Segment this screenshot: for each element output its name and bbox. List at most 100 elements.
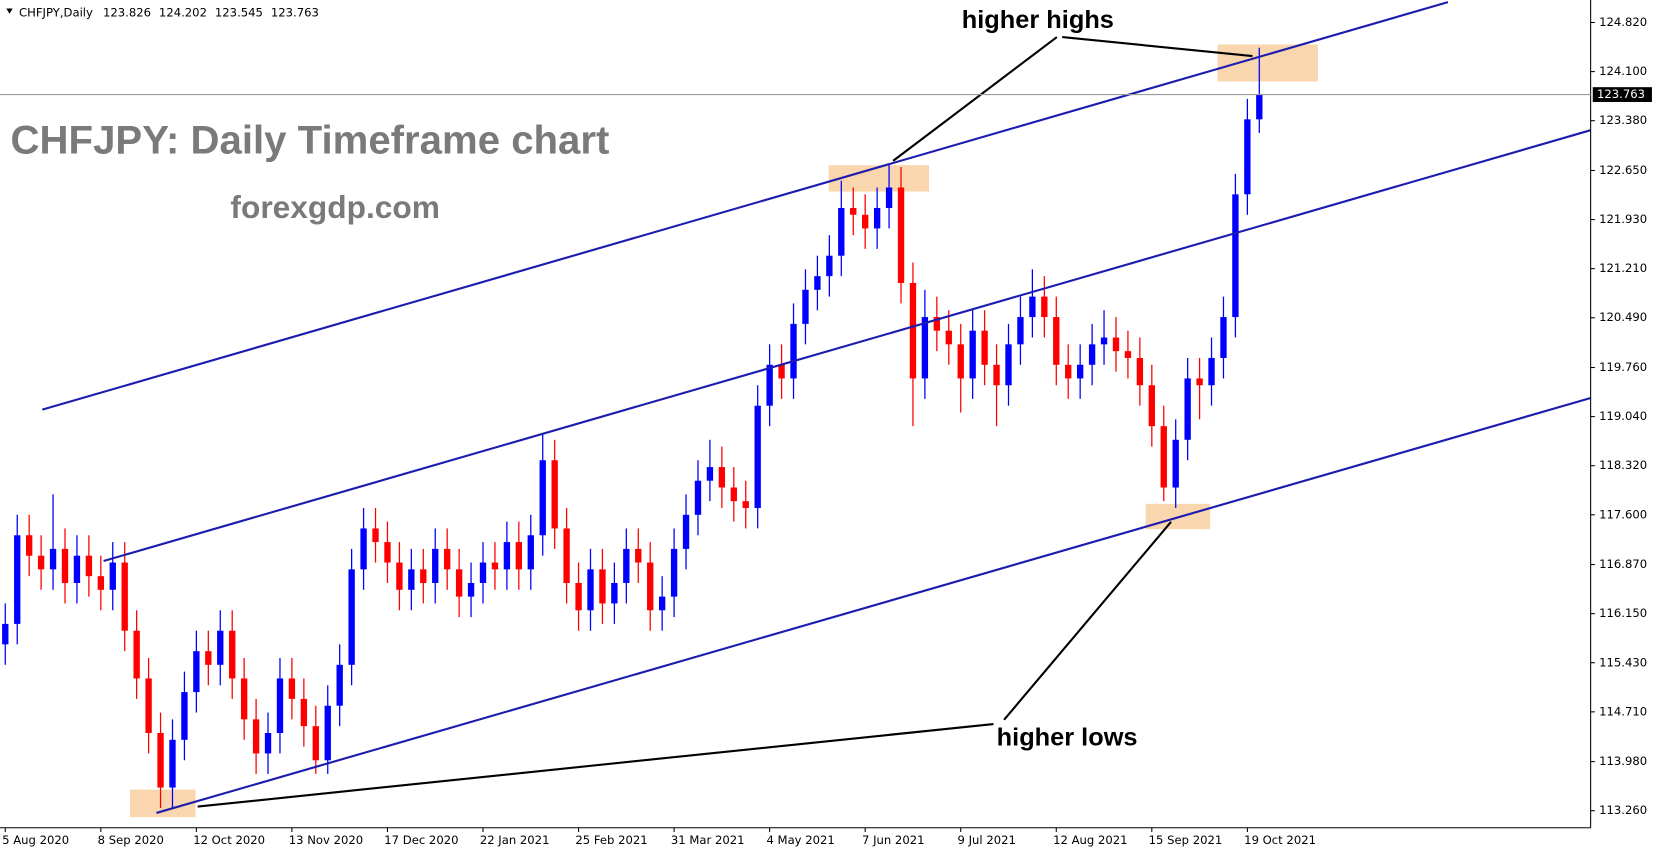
candle-body — [647, 562, 654, 611]
menu-arrow — [6, 8, 13, 14]
x-tick-label: 9 Jul 2021 — [958, 833, 1016, 847]
candle-body — [444, 548, 451, 570]
candle-body — [25, 535, 33, 556]
x-tick-label: 4 May 2021 — [766, 833, 834, 847]
candle-body — [217, 630, 224, 665]
y-tick-label: 123.380 — [1599, 113, 1647, 127]
x-tick-label: 8 Sep 2020 — [98, 833, 164, 847]
candle-body — [682, 514, 690, 549]
candle-body — [109, 562, 116, 590]
x-tick-label: 7 Jun 2021 — [862, 833, 924, 847]
candle-body — [97, 576, 104, 590]
candle-body — [300, 698, 308, 727]
high: 124.202 — [159, 5, 207, 19]
channel-line — [41, 1, 1449, 411]
x-tick-label: 12 Oct 2020 — [193, 833, 265, 847]
highlight-box — [828, 165, 930, 192]
candle-body — [73, 555, 81, 583]
candle-body — [467, 582, 475, 597]
candle-body — [1256, 94, 1263, 120]
pointer-line — [1062, 35, 1253, 58]
candle-body — [181, 692, 188, 740]
pointer-line — [1003, 521, 1172, 721]
candle-body — [37, 555, 45, 570]
y-tick-label: 119.760 — [1599, 360, 1647, 374]
candle-body — [527, 535, 534, 570]
candle-body — [1244, 119, 1251, 195]
candle-body — [1124, 351, 1132, 358]
channel-line — [103, 129, 1591, 563]
candle-body — [1005, 344, 1012, 386]
candle-body — [1220, 317, 1227, 358]
symbol: CHFJPY,Daily — [19, 5, 93, 19]
candle-body — [1160, 426, 1167, 488]
candle-body — [706, 467, 714, 481]
highlight-box — [1217, 44, 1318, 82]
candle-body — [1208, 357, 1215, 386]
candle-body — [850, 207, 857, 215]
candle-body — [1088, 344, 1096, 365]
x-tick-label: 12 Aug 2021 — [1053, 833, 1127, 847]
candle-body — [348, 569, 355, 665]
y-tick-label: 119.040 — [1599, 409, 1647, 423]
y-tick-label: 121.930 — [1599, 212, 1647, 226]
header: CHFJPY,Daily 123.826 124.202 123.545 123… — [19, 5, 319, 19]
candle-body — [635, 548, 642, 563]
candle-body — [754, 405, 761, 508]
candle-body — [1100, 337, 1108, 345]
candle-body — [432, 548, 439, 583]
x-tick-label: 17 Dec 2020 — [384, 833, 458, 847]
candle-body — [826, 255, 833, 277]
candle-body — [897, 187, 905, 283]
candle-body — [1196, 378, 1203, 386]
channel-line — [156, 396, 1591, 814]
x-tick-label: 13 Nov 2020 — [289, 833, 363, 847]
candle-body — [2, 623, 9, 645]
candle-body — [240, 678, 248, 720]
candle-body — [420, 569, 427, 583]
x-tick-label: 5 Aug 2020 — [2, 833, 69, 847]
open: 123.826 — [103, 5, 151, 19]
y-tick-label: 113.980 — [1599, 754, 1647, 768]
y-tick-label: 121.210 — [1599, 261, 1647, 275]
y-tick-label: 124.820 — [1599, 15, 1647, 29]
candle-body — [587, 569, 594, 611]
candle-body — [491, 562, 499, 570]
candle-body — [276, 678, 284, 733]
candle-body — [623, 548, 630, 583]
pointer-line — [892, 36, 1058, 162]
candle-body — [599, 569, 606, 604]
candle-body — [742, 501, 749, 508]
x-tick-label: 19 Oct 2021 — [1244, 833, 1316, 847]
y-tick-label: 116.150 — [1599, 606, 1647, 620]
candle-body — [933, 317, 941, 331]
candle-body — [312, 726, 319, 761]
y-tick-label: 115.430 — [1599, 655, 1647, 669]
candle-body — [611, 582, 618, 604]
x-tick-label: 25 Feb 2021 — [575, 833, 647, 847]
candle-body — [838, 207, 845, 256]
candle-body — [479, 562, 487, 583]
candle-body — [503, 542, 511, 570]
candle-body — [1076, 364, 1084, 379]
candle-body — [1053, 317, 1060, 365]
candle-body — [551, 460, 558, 529]
candle-body — [766, 364, 773, 406]
candle-body — [14, 535, 21, 624]
candle-body — [658, 596, 666, 611]
candle-body — [575, 582, 582, 611]
close: 123.763 — [271, 5, 319, 19]
candle-body — [145, 678, 152, 733]
candle-body — [957, 344, 964, 379]
pointer-line — [197, 722, 994, 808]
candle-body — [252, 719, 260, 754]
candle-body — [1184, 378, 1191, 440]
candle-body — [85, 555, 93, 577]
candle-body — [229, 630, 236, 679]
y-tick-label: 120.490 — [1599, 310, 1647, 324]
candle-body — [969, 330, 976, 379]
candle-body — [360, 528, 367, 570]
candle-body — [408, 569, 415, 590]
